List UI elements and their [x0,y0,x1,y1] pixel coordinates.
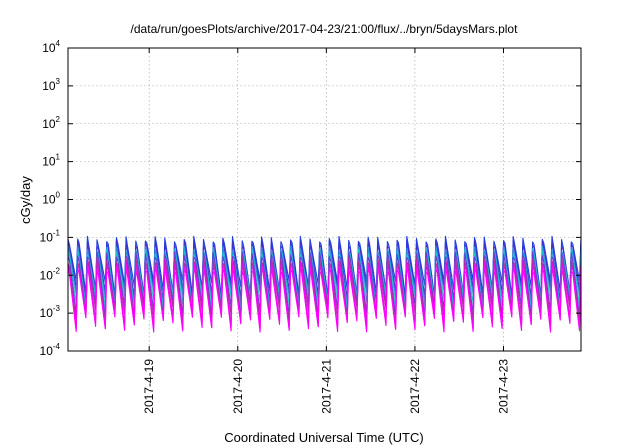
x-tick-label: 2017-4-20 [231,359,245,414]
y-tick-label: 104 [42,39,60,55]
y-tick-label: 102 [42,115,60,131]
ticks [68,47,581,352]
y-tick-label: 10-4 [40,342,61,358]
grid [68,48,581,351]
x-tick-labels: 2017-4-19 2017-4-20 2017-4-21 2017-4-22 2017… [142,359,510,414]
x-tick-label: 2017-4-23 [496,359,510,414]
y-tick-labels: 10-4 10-3 10-2 10-1 100 101 102 103 104 [40,39,61,358]
series-line-8 [67,265,582,333]
y-tick-label: 10-1 [40,228,61,244]
y-tick-label: 10-3 [40,304,61,320]
y-tick-label: 100 [42,191,60,207]
y-tick-label: 103 [42,77,60,93]
x-axis-label: Coordinated Universal Time (UTC) [224,430,423,445]
y-tick-label: 10-2 [40,266,61,282]
y-tick-label: 101 [42,153,60,169]
x-tick-label: 2017-4-19 [142,359,156,414]
x-tick-label: 2017-4-21 [319,359,333,414]
y-axis-label: cGy/day [18,176,33,224]
series-layer [67,235,582,333]
chart-title: /data/run/goesPlots/archive/2017-04-23/2… [131,22,519,36]
x-tick-label: 2017-4-22 [408,359,422,414]
